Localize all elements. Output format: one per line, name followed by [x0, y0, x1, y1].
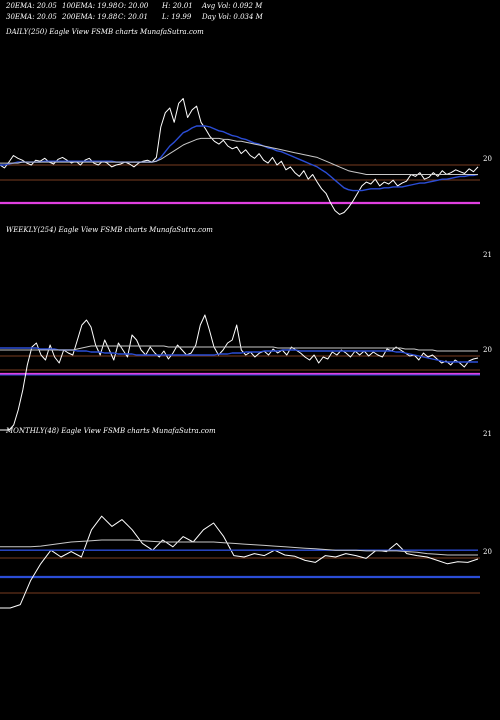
weekly-chart-title: WEEKLY(254) Eagle View FSMB charts Munaf…	[6, 226, 213, 234]
ema30-label: 30EMA: 20.05	[6, 13, 57, 21]
ema20-label: 20EMA: 20.05	[6, 2, 57, 10]
weekly-ema-fast-line	[0, 347, 478, 363]
monthly-y-tick-20: 20	[483, 548, 492, 556]
close-label: C: 20.01	[118, 13, 148, 21]
monthly-price-line	[0, 515, 479, 609]
daily-price-line	[0, 98, 479, 215]
open-label: O: 20.00	[118, 2, 149, 10]
avg-vol-label: Avg Vol: 0.092 M	[202, 2, 263, 10]
daily-ema-fast-line	[0, 125, 479, 192]
weekly-price-line	[0, 314, 479, 431]
monthly-ema-slow-line	[0, 539, 478, 556]
weekly-y-tick-20: 20	[483, 346, 492, 354]
daily-chart-title: DAILY(250) Eagle View FSMB charts Munafa…	[6, 28, 204, 36]
low-label: L: 19.99	[162, 13, 192, 21]
weekly-y-tick-21: 21	[483, 430, 492, 438]
ema100-label: 100EMA: 19.98	[62, 2, 118, 10]
high-label: H: 20.01	[162, 2, 193, 10]
daily-y-tick-21: 21	[483, 251, 492, 259]
daily-ema-slow-line	[0, 137, 478, 175]
ema200-label: 200EMA: 19.88	[62, 13, 118, 21]
daily-y-tick-20: 20	[483, 155, 492, 163]
day-vol-label: Day Vol: 0.034 M	[202, 13, 263, 21]
weekly-ema-slow-line	[0, 345, 478, 352]
monthly-chart-title: MONTHLY(48) Eagle View FSMB charts Munaf…	[6, 427, 216, 435]
